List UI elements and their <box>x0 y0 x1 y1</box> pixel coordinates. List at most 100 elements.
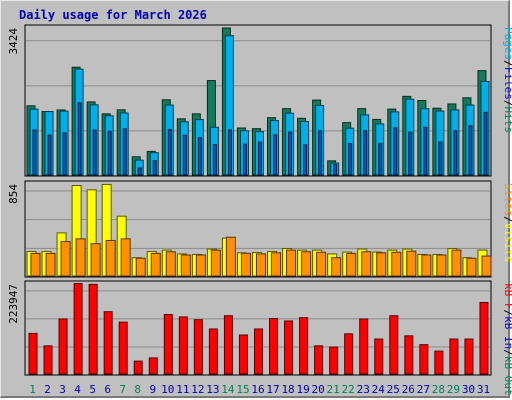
bar-kb-f <box>464 338 474 375</box>
legend-entry: Visits <box>502 223 512 263</box>
bar-kb-f <box>88 283 98 375</box>
bar-pages <box>137 167 142 176</box>
legend-entry: Pages <box>502 27 512 60</box>
legend-entry: Hits <box>502 107 512 134</box>
x-tick-label: 29 <box>447 383 460 396</box>
bar-sites <box>240 252 251 277</box>
x-tick-label: 14 <box>221 383 235 396</box>
bar-sites <box>346 252 357 277</box>
bar-pages <box>77 102 82 176</box>
bar-pages <box>227 129 232 176</box>
bar-sites <box>255 253 266 277</box>
legend-entry: / <box>502 100 512 107</box>
bar-pages <box>393 127 398 176</box>
bar-sites <box>406 250 417 277</box>
bar-pages <box>348 143 353 176</box>
x-tick-label: 19 <box>296 383 309 396</box>
x-tick-label: 15 <box>236 383 249 396</box>
x-tick-label: 20 <box>312 383 325 396</box>
bar-sites <box>165 251 176 277</box>
y-max-label: 854 <box>7 184 20 204</box>
bar-kb-f <box>163 314 173 375</box>
bar-sites <box>60 241 71 277</box>
bar-kb-f <box>269 318 279 375</box>
bar-kb-f <box>374 338 384 375</box>
x-tick-label: 16 <box>251 383 264 396</box>
bar-kb-f <box>58 318 68 375</box>
bar-sites <box>361 251 372 277</box>
bar-kb-f <box>148 357 158 375</box>
bar-kb-f <box>133 360 143 375</box>
x-tick-label: 5 <box>89 383 96 396</box>
legend-entry: Sites <box>502 183 512 216</box>
bar-sites <box>316 251 327 277</box>
bar-pages <box>363 130 368 176</box>
bar-kb-f <box>344 333 354 375</box>
bar-pages <box>303 144 308 176</box>
bar-kb-f <box>359 318 369 375</box>
bar-sites <box>376 252 387 277</box>
bar-kb-f <box>329 346 339 375</box>
bar-pages <box>378 143 383 176</box>
bar-sites <box>421 254 432 277</box>
bar-kb-f <box>389 315 399 375</box>
x-tick-label: 10 <box>161 383 174 396</box>
x-tick-label: 8 <box>134 383 141 396</box>
bar-kb-f <box>314 345 324 375</box>
bar-pages <box>288 131 293 176</box>
bar-sites <box>466 257 477 277</box>
bar-sites <box>45 252 56 277</box>
bar-sites <box>481 255 492 277</box>
bar-sites <box>210 249 221 277</box>
bar-kb-f <box>28 332 38 375</box>
x-tick-label: 17 <box>266 383 279 396</box>
legend-entry: / <box>502 216 512 223</box>
x-tick-label: 12 <box>191 383 204 396</box>
bar-kb-f <box>43 345 53 375</box>
bar-kb-f <box>434 350 444 375</box>
x-tick-label: 1 <box>29 383 36 396</box>
bar-kb-f <box>103 311 113 375</box>
bar-kb-f <box>193 319 203 375</box>
bar-pages <box>152 160 157 176</box>
x-tick-label: 21 <box>327 383 340 396</box>
bar-kb-f <box>253 328 263 375</box>
bar-kb-f <box>284 320 294 375</box>
bar-pages <box>468 125 473 176</box>
bar-pages <box>257 141 262 176</box>
bar-pages <box>92 129 97 176</box>
bar-pages <box>242 143 247 176</box>
bar-pages <box>32 129 37 176</box>
bar-sites <box>150 252 161 277</box>
x-tick-label: 26 <box>402 383 415 396</box>
bar-kb-f <box>299 317 309 375</box>
bar-sites <box>271 252 282 277</box>
bar-kb-f <box>238 334 248 375</box>
x-tick-label: 22 <box>342 383 355 396</box>
x-tick-label: 31 <box>477 383 490 396</box>
x-tick-label: 4 <box>74 383 81 396</box>
x-tick-label: 13 <box>206 383 219 396</box>
bar-sites <box>120 238 131 277</box>
bar-kb-f <box>73 283 83 375</box>
bar-pages <box>453 130 458 176</box>
bar-kb-f <box>223 315 233 375</box>
bar-pages <box>318 130 323 176</box>
bar-sites <box>436 254 447 277</box>
bar-pages <box>197 137 202 176</box>
bar-sites <box>195 254 206 277</box>
x-tick-label: 18 <box>281 383 294 396</box>
legend-entry: / <box>502 60 512 67</box>
bar-kb-f <box>118 321 128 375</box>
bar-sites <box>331 257 342 277</box>
legend-visits-sites: Sites/Visits <box>502 183 512 263</box>
legend-entry: kB F <box>502 283 512 310</box>
legend-entry: / <box>502 349 512 356</box>
bar-sites <box>105 239 116 277</box>
bar-sites <box>391 251 402 277</box>
x-tick-label: 25 <box>387 383 400 396</box>
x-tick-label: 28 <box>432 383 445 396</box>
legend-kb-in-out: kB F/kB In/kB Out <box>502 283 512 396</box>
bar-kb-f <box>449 338 459 375</box>
